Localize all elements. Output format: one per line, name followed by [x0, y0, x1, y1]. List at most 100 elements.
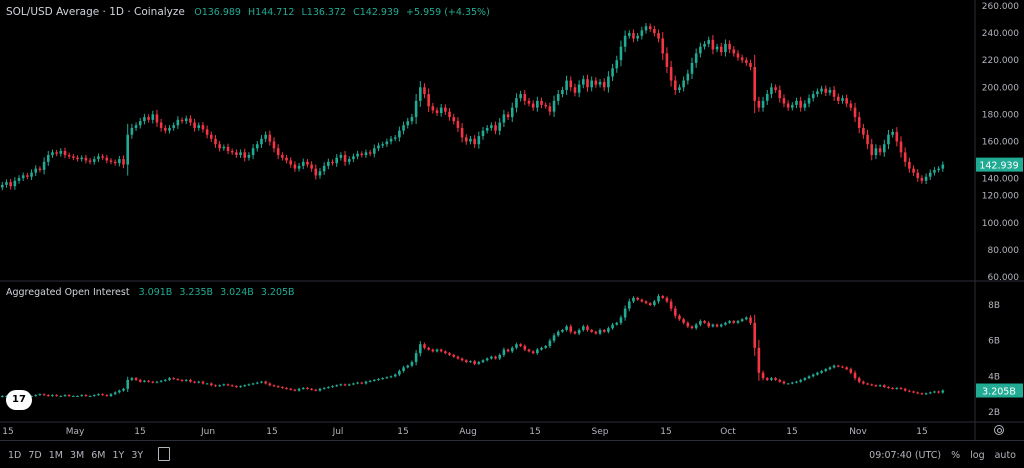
log-toggle[interactable]: log: [970, 450, 985, 461]
oi-candle-body: [719, 324, 723, 327]
oi-candle: [791, 381, 794, 385]
oi-candle: [456, 355, 460, 360]
oi-candle-body: [782, 381, 786, 384]
price-candle: [406, 117, 410, 129]
oi-candle-body: [811, 374, 815, 377]
price-candle-body: [736, 53, 740, 58]
oi-candle-body: [385, 377, 389, 379]
oi-candle: [473, 359, 476, 366]
oi-candle: [260, 380, 263, 384]
range-3y[interactable]: 3Y: [131, 450, 144, 461]
price-candle-body: [757, 100, 761, 108]
tradingview-logo[interactable]: 17: [6, 390, 32, 410]
range-1d[interactable]: 1D: [8, 450, 22, 461]
oi-candle-body: [619, 317, 623, 323]
oi-candle: [230, 384, 234, 387]
oi-candle-body: [920, 393, 924, 395]
price-candle-body: [46, 155, 50, 162]
price-candle-body: [774, 87, 777, 91]
price-candle: [393, 134, 397, 142]
oi-candle-body: [903, 388, 907, 391]
price-candle-body: [611, 68, 614, 77]
oi-candle: [887, 386, 890, 389]
oi-candle: [235, 385, 238, 388]
oi-candle: [694, 323, 698, 330]
oi-candle: [327, 386, 330, 389]
oi-candle: [619, 315, 623, 325]
percent-toggle[interactable]: %: [951, 450, 961, 461]
range-3m[interactable]: 3M: [69, 450, 85, 461]
oi-candle: [297, 387, 301, 392]
range-1m[interactable]: 1M: [48, 450, 63, 461]
oi-candle: [569, 324, 573, 334]
price-candle: [924, 173, 928, 185]
oi-candle: [268, 382, 272, 387]
oi-candle: [916, 391, 920, 395]
price-candle: [63, 147, 67, 159]
price-candle-body: [782, 98, 786, 104]
oi-candle: [356, 381, 359, 385]
price-candle: [381, 141, 384, 149]
range-7d[interactable]: 7D: [28, 450, 42, 461]
price-candle-body: [322, 165, 326, 172]
price-candle-body: [272, 141, 276, 149]
price-candle: [786, 100, 790, 111]
oi-candle: [845, 366, 848, 371]
price-candle-body: [72, 156, 75, 158]
oi-candle: [573, 330, 577, 335]
gear-icon[interactable]: [994, 425, 1004, 435]
price-candle-body: [665, 53, 669, 67]
auto-toggle[interactable]: auto: [994, 450, 1016, 461]
oi-candle: [837, 364, 840, 368]
price-candle: [126, 123, 129, 176]
oi-candle: [59, 395, 63, 397]
oi-candle: [928, 391, 932, 395]
price-candle: [239, 149, 242, 158]
price-candle: [168, 125, 171, 134]
oi-candle: [201, 380, 205, 385]
price-candle: [92, 156, 96, 165]
price-candle: [88, 158, 92, 165]
price-candle: [255, 140, 259, 152]
price-candle-body: [373, 148, 376, 154]
price-candle-body: [105, 157, 109, 161]
oi-candle: [628, 298, 631, 312]
oi-candle: [807, 375, 811, 380]
oi-candle-body: [1, 395, 4, 397]
calendar-icon[interactable]: [158, 447, 170, 461]
price-tick-label: 180.000: [982, 110, 1019, 120]
range-6m[interactable]: 6M: [91, 450, 106, 461]
oi-candle: [281, 386, 284, 389]
clock-time[interactable]: 09:07:40 (UTC): [869, 450, 942, 461]
price-candle-body: [218, 144, 221, 149]
oi-candle-body: [389, 376, 393, 378]
price-candle: [268, 130, 272, 146]
price-candle-body: [427, 94, 430, 107]
price-candle: [715, 43, 719, 53]
oi-candle-body: [109, 394, 113, 396]
oi-candle-body: [761, 372, 765, 379]
price-candle: [586, 74, 589, 92]
oi-candle: [661, 295, 665, 299]
oi-candle-body: [791, 382, 794, 384]
oi-candle: [46, 394, 50, 397]
oi-candle-body: [916, 392, 920, 394]
price-candle: [657, 29, 660, 43]
chart-canvas[interactable]: 260.000 240.000 220.000 200.000 180.000 160.0…: [0, 0, 1024, 440]
symbol-title[interactable]: SOL/USD Average · 1D · Coinalyze: [6, 6, 185, 18]
oi-candle: [715, 323, 719, 328]
price-candle-body: [544, 104, 547, 107]
price-candle-body: [393, 137, 397, 139]
oi-title[interactable]: Aggregated Open Interest: [6, 287, 130, 298]
oi-candle: [168, 377, 171, 381]
price-candle-body: [682, 80, 685, 88]
price-candle: [837, 93, 840, 105]
price-candle-body: [30, 172, 33, 177]
price-candle-body: [59, 150, 63, 154]
price-tick-label: 260.000: [982, 2, 1019, 12]
oi-candle: [289, 388, 293, 391]
price-candle: [899, 136, 903, 158]
oi-candle: [402, 365, 405, 373]
oi-candle-body: [452, 354, 456, 357]
range-1y[interactable]: 1Y: [112, 450, 125, 461]
